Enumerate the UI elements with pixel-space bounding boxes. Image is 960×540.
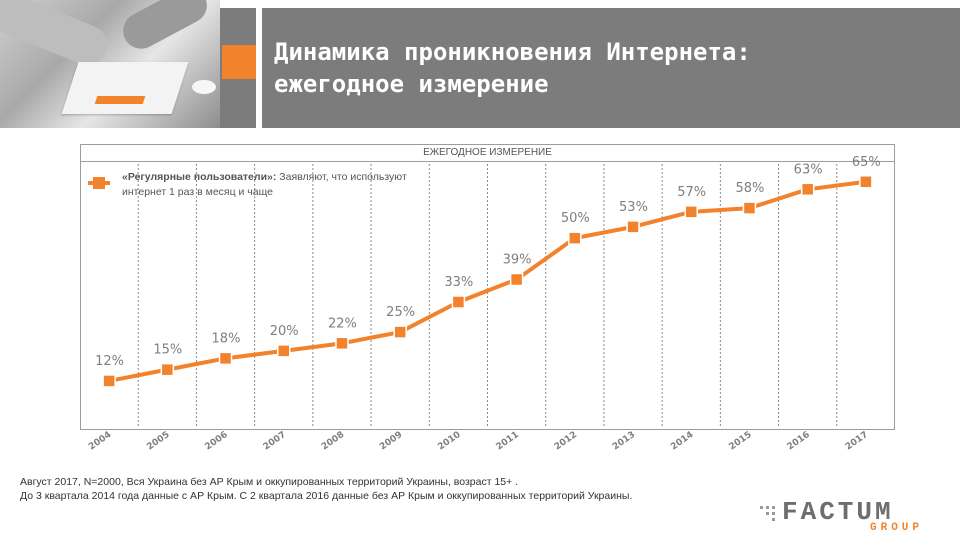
x-tick-label: 2013 — [611, 430, 637, 453]
x-tick-label: 2011 — [495, 430, 521, 453]
header-accent-square — [222, 45, 256, 79]
logo-wordmark: FACTUM — [782, 497, 894, 527]
photo-cup-shape — [192, 80, 216, 94]
data-point-marker — [218, 351, 233, 366]
page-title-line-1: Динамика проникновения Интернета: — [274, 38, 751, 66]
page-title-line-2: ежегодное измерение — [274, 70, 549, 98]
data-point-marker — [160, 362, 175, 377]
x-tick-label: 2005 — [145, 430, 171, 453]
x-tick-label: 2012 — [553, 430, 579, 453]
factum-logo: FACTUM GROUP — [758, 498, 948, 538]
data-point-marker — [451, 295, 466, 309]
data-label: 53% — [619, 200, 648, 215]
logo-dots-icon — [760, 506, 775, 521]
legend-series-description: Заявляют, что используют интернет 1 раз … — [122, 171, 407, 198]
data-label: 20% — [270, 324, 299, 339]
data-label: 50% — [561, 211, 590, 226]
data-label: 25% — [386, 305, 415, 320]
data-label: 12% — [95, 354, 124, 369]
chart-title: ЕЖЕГОДНОЕ ИЗМЕРЕНИЕ — [80, 144, 895, 162]
x-axis-tick-labels: 2004 2005 2006 2007 2008 2009 2010 2011 2012 2013… — [87, 430, 870, 453]
data-point-marker — [277, 344, 291, 358]
logo-subtitle: GROUP — [870, 522, 924, 534]
legend-series-name: «Регулярные пользователи»: — [122, 171, 277, 183]
x-tick-label: 2014 — [669, 430, 695, 453]
series-line-layer — [108, 179, 867, 383]
x-tick-label: 2004 — [87, 430, 113, 453]
chart-legend — [88, 177, 110, 189]
x-tick-label: 2010 — [436, 430, 462, 453]
data-point-marker — [509, 272, 524, 287]
x-tick-label: 2017 — [844, 430, 870, 453]
data-label: 18% — [212, 331, 241, 346]
data-label: 39% — [503, 252, 532, 267]
data-label: 63% — [794, 162, 823, 177]
data-label: 33% — [444, 275, 473, 290]
footnote-crimea: До 3 квартала 2014 года данные с АР Крым… — [20, 490, 633, 502]
data-label: 58% — [735, 181, 764, 196]
data-point-marker — [800, 182, 815, 197]
legend-marker — [93, 177, 105, 189]
legend-entry: «Регулярные пользователи»: Заявляют, что… — [122, 170, 422, 200]
data-label: 57% — [677, 185, 706, 200]
data-label: 22% — [328, 316, 357, 331]
data-point-marker — [859, 175, 873, 189]
header-photo — [0, 0, 220, 128]
series-marker-layer — [102, 175, 873, 388]
x-tick-label: 2009 — [378, 430, 404, 453]
data-point-marker — [393, 325, 407, 339]
data-label: 15% — [153, 343, 182, 358]
page-title: Динамика проникновения Интернета: ежегод… — [274, 36, 944, 100]
chart-grid — [137, 164, 838, 428]
x-tick-label: 2008 — [320, 430, 346, 453]
data-point-marker — [102, 374, 116, 388]
data-point-marker — [568, 231, 582, 245]
header-title-band — [262, 8, 960, 128]
x-tick-label: 2007 — [262, 430, 288, 453]
data-label: 65% — [852, 155, 881, 170]
x-tick-label: 2006 — [204, 430, 230, 453]
data-point-marker — [335, 336, 349, 351]
data-label-layer: 12% 15% 18% 20% 22% 25% 33% 39% 50% 53% 57% 58% 63% 6… — [95, 155, 881, 369]
data-point-marker — [684, 205, 698, 219]
series-line — [108, 179, 867, 383]
footnote-sample: Август 2017, N=2000, Вся Украина без АР … — [20, 476, 519, 488]
x-tick-label: 2016 — [786, 430, 812, 453]
data-point-marker — [626, 220, 640, 234]
x-tick-label: 2015 — [727, 430, 753, 453]
data-point-marker — [742, 201, 757, 215]
